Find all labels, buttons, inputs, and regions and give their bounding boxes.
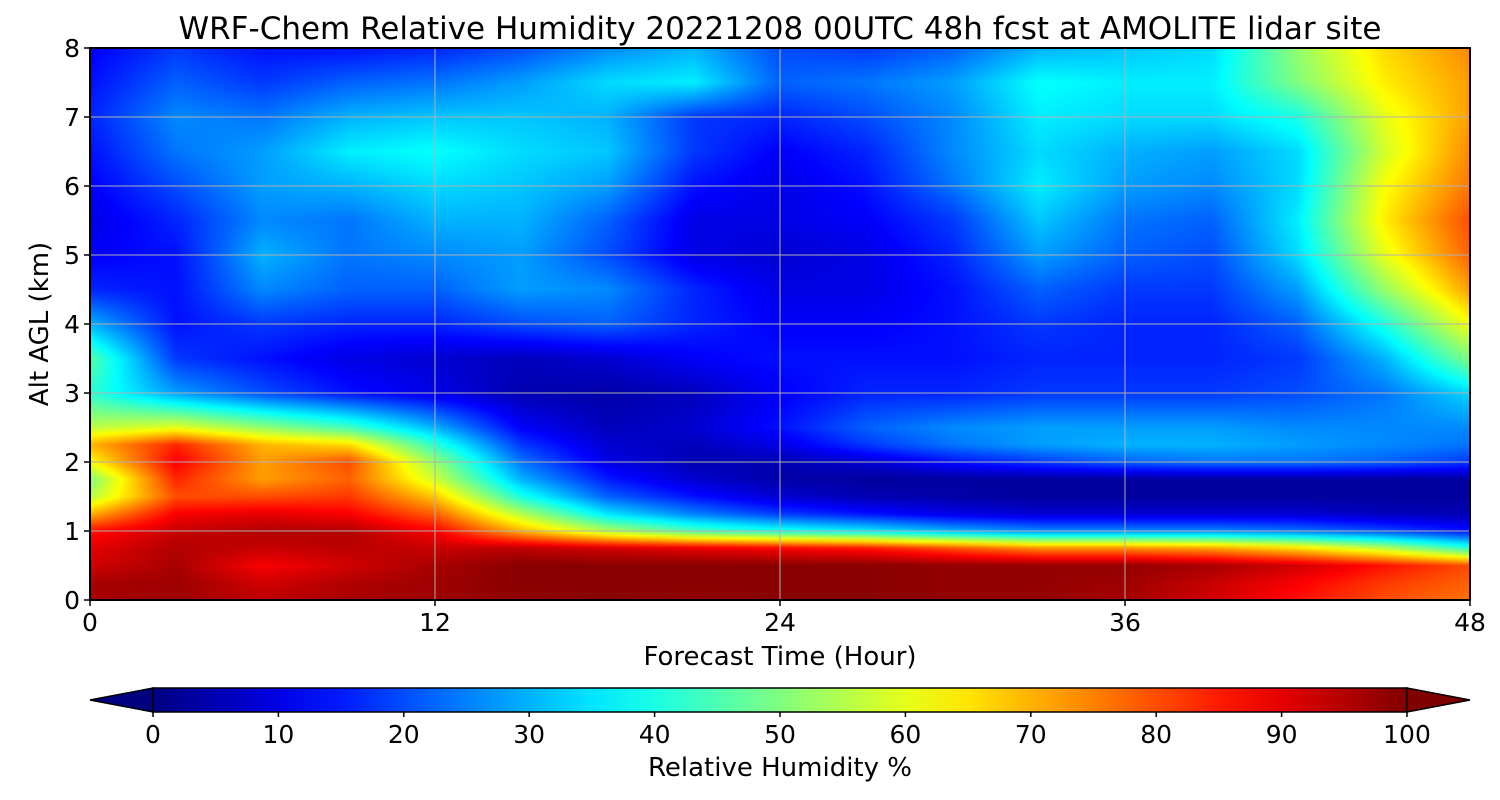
y-axis-ticks: 0 1 2 3 4 5 6 7 8: [64, 34, 90, 615]
colorbar-tick-label: 30: [513, 720, 545, 749]
y-tick-label: 4: [64, 310, 80, 339]
y-tick-label: 7: [64, 103, 80, 132]
colorbar-tick-label: 0: [145, 720, 161, 749]
colorbar-max-extension: [1406, 687, 1471, 713]
y-axis-label: Alt AGL (km): [25, 242, 55, 406]
colorbar-tick-label: 50: [764, 720, 796, 749]
x-tick-label: 48: [1454, 608, 1486, 637]
colorbar-tick-label: 60: [889, 720, 921, 749]
colorbar-min-extension: [89, 687, 154, 713]
x-tick-label: 24: [764, 608, 796, 637]
chart-title: WRF-Chem Relative Humidity 20221208 00UT…: [178, 11, 1381, 47]
x-tick-label: 36: [1109, 608, 1141, 637]
grid-lines: [90, 48, 1470, 600]
x-axis-label: Forecast Time (Hour): [643, 642, 916, 672]
x-tick-label: 0: [82, 608, 98, 637]
y-tick-label: 1: [64, 517, 80, 546]
colorbar-tick-label: 20: [388, 720, 420, 749]
colorbar-tick-label: 100: [1383, 720, 1431, 749]
colorbar-label: Relative Humidity %: [648, 753, 912, 783]
y-tick-label: 2: [64, 448, 80, 477]
colorbar-ticks: 0 10 20 30 40 50 60 70 80 90 100: [145, 712, 1431, 749]
x-tick-label: 12: [419, 608, 451, 637]
colorbar-gradient: [152, 687, 1408, 713]
y-tick-label: 6: [64, 172, 80, 201]
colorbar-tick-label: 70: [1015, 720, 1047, 749]
y-tick-label: 8: [64, 34, 80, 63]
y-tick-label: 5: [64, 241, 80, 270]
x-axis-ticks: 0 12 24 36 48: [82, 600, 1486, 637]
y-tick-label: 3: [64, 379, 80, 408]
colorbar-tick-label: 40: [639, 720, 671, 749]
colorbar: 0 10 20 30 40 50 60 70 80 90 100 Relative Humidity…: [89, 687, 1471, 783]
colorbar-tick-label: 10: [262, 720, 294, 749]
y-tick-label: 0: [64, 586, 80, 615]
colorbar-tick-label: 80: [1140, 720, 1172, 749]
colorbar-tick-label: 90: [1266, 720, 1298, 749]
